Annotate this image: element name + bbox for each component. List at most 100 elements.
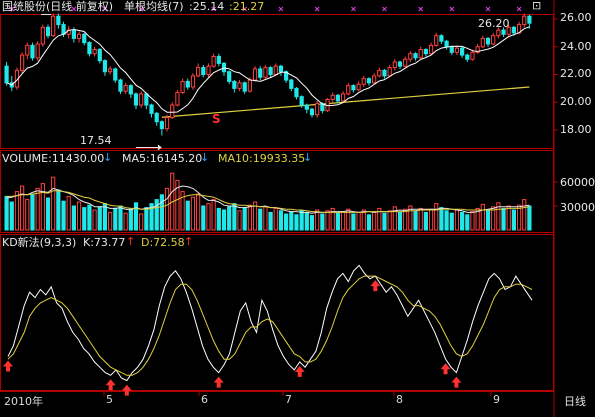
candle-body <box>133 93 139 106</box>
candle-body <box>299 96 304 106</box>
volume-bar <box>154 199 159 231</box>
volume-bar <box>418 207 423 231</box>
volume-bar <box>340 211 346 231</box>
volume-bar <box>206 203 211 231</box>
candle <box>40 24 45 47</box>
volume-tick: 60000 <box>560 176 595 189</box>
signal-cross-mark <box>211 6 217 12</box>
candle <box>227 70 232 85</box>
cross-stroke <box>278 6 284 12</box>
candle-body <box>413 53 418 59</box>
volume-bar <box>315 209 320 231</box>
candle <box>475 43 480 54</box>
month-label: 7 <box>285 393 292 406</box>
trend-line <box>161 86 530 118</box>
candle-body <box>351 85 356 91</box>
k-line <box>7 264 533 382</box>
volume-bar <box>139 213 144 231</box>
volume-bar <box>403 208 408 231</box>
candle <box>211 53 216 68</box>
volume-bar <box>284 213 289 231</box>
candle-body <box>123 85 128 92</box>
candle-body <box>190 75 196 88</box>
volume-bar <box>175 179 180 231</box>
volume-bar <box>51 176 56 231</box>
candle <box>206 63 211 78</box>
candle-body <box>139 93 144 106</box>
signal-cross-mark <box>9 6 15 12</box>
candle-body <box>278 65 284 73</box>
candle <box>4 62 9 86</box>
candle <box>118 78 123 94</box>
candle <box>196 63 201 78</box>
volume-bar <box>454 209 460 231</box>
candle <box>506 24 511 36</box>
candle <box>185 78 190 90</box>
price-tick: 20.00 <box>560 95 592 108</box>
buy-arrow-icon <box>451 376 462 388</box>
cross-stroke <box>211 6 217 12</box>
candle <box>97 48 102 64</box>
candle <box>460 46 465 58</box>
volume-bar <box>76 201 82 231</box>
window-restore-icon[interactable]: ⊡ <box>532 0 542 12</box>
candle-body <box>377 69 382 77</box>
volume-bar <box>294 214 299 231</box>
volume-bar <box>434 203 439 231</box>
cross-stroke <box>138 6 144 12</box>
volume-bar <box>439 207 444 231</box>
candle-body <box>485 37 491 45</box>
cross-stroke <box>485 6 491 12</box>
candle-body <box>35 43 40 59</box>
period-button[interactable]: 日线 <box>564 395 586 408</box>
volume-bar <box>232 203 237 231</box>
volume-bar <box>278 210 284 231</box>
candle-body <box>71 29 76 39</box>
volume-bar <box>475 207 480 231</box>
candle <box>356 81 361 92</box>
price-series <box>4 6 532 151</box>
candle <box>164 114 170 132</box>
candle <box>51 13 56 38</box>
candle <box>496 27 501 39</box>
candle-body <box>418 49 423 59</box>
volume-bar <box>346 208 351 231</box>
candle-body <box>315 103 320 116</box>
candle <box>133 92 139 110</box>
stock-title: 国统股份(日线 前复权) <box>2 0 114 13</box>
candle-body <box>30 44 35 59</box>
candle <box>159 120 164 136</box>
candle-body <box>403 58 408 67</box>
candle-body <box>335 94 340 102</box>
volume-bar <box>304 211 309 231</box>
candle <box>258 66 263 81</box>
candle-body <box>366 78 372 84</box>
candle-body <box>51 15 56 37</box>
candle-body <box>185 80 190 88</box>
candle <box>289 78 294 92</box>
volume-bar <box>164 187 170 231</box>
candle-body <box>232 80 237 89</box>
candle-body <box>170 104 175 119</box>
cross-stroke <box>351 6 356 12</box>
candle-body <box>423 49 428 55</box>
volume-bar <box>128 208 133 231</box>
candle <box>299 95 304 108</box>
candle-body <box>216 55 221 64</box>
volume-bar <box>227 206 232 231</box>
candle-body <box>247 79 252 92</box>
volume-bar <box>56 189 61 231</box>
candle-body <box>56 15 61 26</box>
candle-body <box>76 33 82 39</box>
candle <box>428 42 434 56</box>
candle-body <box>144 93 149 106</box>
volume-bar <box>20 185 25 231</box>
volume-arrow-icon: ↓ <box>103 151 113 164</box>
volume-bar <box>460 211 465 231</box>
axis-tick-marks <box>103 18 558 396</box>
candle <box>252 66 258 82</box>
candle-body <box>511 26 516 34</box>
signal-cross-mark <box>351 6 356 12</box>
volume-bar <box>221 209 227 231</box>
